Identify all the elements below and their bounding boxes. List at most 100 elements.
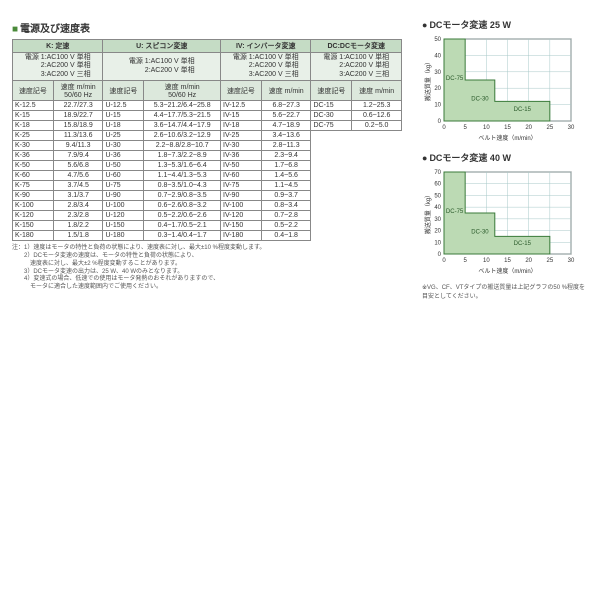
svg-text:30: 30 <box>568 258 575 264</box>
group-iv-header: IV: インバータ変速 <box>221 40 311 53</box>
svg-text:40: 40 <box>434 205 441 211</box>
cell-value: 2.3/2.8 <box>53 211 103 221</box>
chart-25w: 05101520253001020304050DC-75DC-30DC-15ベル… <box>422 33 588 145</box>
cell-code: K-180 <box>13 231 54 241</box>
cell-value: 4.7~18.9 <box>261 121 311 131</box>
cell-value: 1.7~6.8 <box>261 161 311 171</box>
svg-text:0: 0 <box>438 252 442 258</box>
cell-code: DC-15 <box>311 101 352 111</box>
cell-code: K-50 <box>13 161 54 171</box>
subhdr-val-dc: 速度 m/min <box>352 81 402 101</box>
power-source-dc: 電源 1:AC100 V 単相 2:AC200 V 単相 3:AC200 V 三… <box>311 53 402 81</box>
cell-code: U-180 <box>103 231 144 241</box>
svg-text:20: 20 <box>525 125 532 131</box>
cell-code: K-15 <box>13 111 54 121</box>
svg-text:10: 10 <box>434 103 441 109</box>
svg-text:0: 0 <box>442 125 446 131</box>
cell-code: IV-25 <box>221 131 262 141</box>
svg-text:60: 60 <box>434 182 441 188</box>
cell-value: 0.4~1.8 <box>261 231 311 241</box>
cell-code: K-100 <box>13 201 54 211</box>
cell-code: U-36 <box>103 151 144 161</box>
cell-value: 0.7~2.8 <box>261 211 311 221</box>
cell-code: K-25 <box>13 131 54 141</box>
cell-code: IV-60 <box>221 171 262 181</box>
cell-code: DC-75 <box>311 121 352 131</box>
svg-text:50: 50 <box>434 193 441 199</box>
cell-code: K-30 <box>13 141 54 151</box>
subhdr-val-u: 速度 m/min50/60 Hz <box>144 81 221 101</box>
cell-code: U-75 <box>103 181 144 191</box>
cell-value: 5.6~22.7 <box>261 111 311 121</box>
table-notes: 注：1）速度はモータの特性と負荷の状態により、速度表に対し、最大±10 %程度変… <box>12 245 402 292</box>
cell-code: IV-100 <box>221 201 262 211</box>
cell-code: K-120 <box>13 211 54 221</box>
svg-text:5: 5 <box>463 258 467 264</box>
svg-text:10: 10 <box>483 258 490 264</box>
cell-value: 22.7/27.3 <box>53 101 103 111</box>
cell-code: U-120 <box>103 211 144 221</box>
cell-code: DC-30 <box>311 111 352 121</box>
cell-value: 1.8/2.2 <box>53 221 103 231</box>
cell-code: K-75 <box>13 181 54 191</box>
cell-value: 0.9~3.7 <box>261 191 311 201</box>
cell-code: IV-75 <box>221 181 262 191</box>
chart-svg: 05101520253001020304050DC-75DC-30DC-15ベル… <box>422 33 577 143</box>
group-u-header: U: スピコン変速 <box>103 40 221 53</box>
cell-value: 3.1/3.7 <box>53 191 103 201</box>
svg-text:搬送質量（kg）: 搬送質量（kg） <box>424 59 432 101</box>
svg-text:50: 50 <box>434 37 441 43</box>
cell-value: 2.3~9.4 <box>261 151 311 161</box>
svg-text:10: 10 <box>483 125 490 131</box>
cell-code: IV-12.5 <box>221 101 262 111</box>
cell-code: U-30 <box>103 141 144 151</box>
cell-value: 0.5~2.2/0.6~2.6 <box>144 211 221 221</box>
cell-value: 1.1~4.4/1.3~5.3 <box>144 171 221 181</box>
cell-value: 5.6/6.8 <box>53 161 103 171</box>
subhdr-code-k: 速度記号 <box>13 81 54 101</box>
svg-text:40: 40 <box>434 53 441 59</box>
cell-value: 2.8~11.3 <box>261 141 311 151</box>
svg-text:0: 0 <box>438 119 442 125</box>
cell-code: U-150 <box>103 221 144 231</box>
svg-text:20: 20 <box>434 86 441 92</box>
cell-code: U-15 <box>103 111 144 121</box>
cell-code: IV-50 <box>221 161 262 171</box>
svg-text:70: 70 <box>434 170 441 176</box>
group-k-header: K: 定速 <box>13 40 103 53</box>
cell-value: 15.8/18.9 <box>53 121 103 131</box>
cell-code: U-12.5 <box>103 101 144 111</box>
cell-value: 9.4/11.3 <box>53 141 103 151</box>
power-source-k: 電源 1:AC100 V 単相 2:AC200 V 単相 3:AC200 V 三… <box>13 53 103 81</box>
cell-code: U-18 <box>103 121 144 131</box>
power-source-iv: 電源 1:AC100 V 単相 2:AC200 V 単相 3:AC200 V 三… <box>221 53 311 81</box>
cell-code: U-50 <box>103 161 144 171</box>
cell-code: U-25 <box>103 131 144 141</box>
cell-value: 7.9/9.4 <box>53 151 103 161</box>
cell-value: 6.8~27.3 <box>261 101 311 111</box>
svg-text:30: 30 <box>568 125 575 131</box>
svg-text:搬送質量（kg）: 搬送質量（kg） <box>424 192 432 234</box>
chart-svg: 051015202530010203040506070DC-75DC-30DC-… <box>422 166 577 276</box>
cell-value: 1.4~5.6 <box>261 171 311 181</box>
cell-value: 18.9/22.7 <box>53 111 103 121</box>
cell-code: K-90 <box>13 191 54 201</box>
cell-code: IV-18 <box>221 121 262 131</box>
chart-40w: 051015202530010203040506070DC-75DC-30DC-… <box>422 166 588 278</box>
speed-table: K: 定速 U: スピコン変速 IV: インバータ変速 DC:DCモータ変速 電… <box>12 39 402 241</box>
cell-code: IV-15 <box>221 111 262 121</box>
subhdr-val-iv: 速度 m/min <box>261 81 311 101</box>
cell-code: U-60 <box>103 171 144 181</box>
cell-value: 0.3~1.4/0.4~1.7 <box>144 231 221 241</box>
cell-value: 0.8~3.5/1.0~4.3 <box>144 181 221 191</box>
svg-text:0: 0 <box>442 258 446 264</box>
svg-text:25: 25 <box>546 125 553 131</box>
cell-value: 0.5~2.2 <box>261 221 311 231</box>
chart-25w-title: DCモータ変速 25 W <box>422 18 588 31</box>
cell-code: U-90 <box>103 191 144 201</box>
cell-value: 11.3/13.6 <box>53 131 103 141</box>
svg-text:15: 15 <box>504 258 511 264</box>
svg-text:DC-15: DC-15 <box>514 241 532 247</box>
side-note: ※VG、CF、VTタイプの搬送質量は上記グラフの50 %程度を目安としてください… <box>422 282 588 300</box>
cell-value: 0.7~2.9/0.8~3.5 <box>144 191 221 201</box>
